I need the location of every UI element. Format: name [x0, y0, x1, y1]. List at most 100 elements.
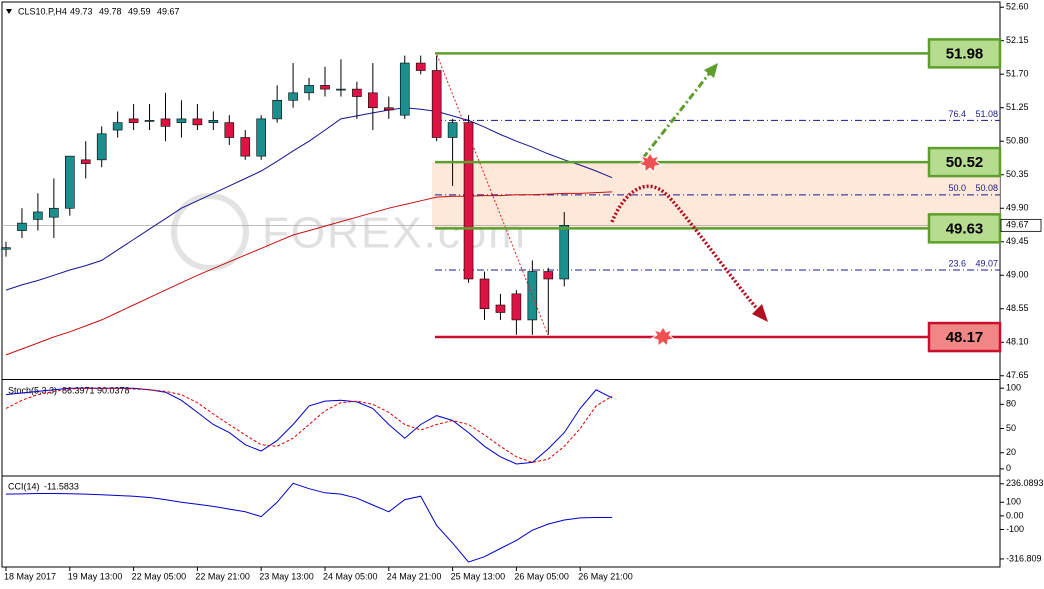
candle-body [336, 88, 346, 91]
x-tick-label: 23 May 13:00 [259, 571, 314, 581]
level-box [927, 213, 1002, 244]
candle-body [352, 88, 362, 97]
indicator-line [5, 107, 613, 291]
indicator-line [5, 387, 613, 465]
y-tick-label: 49.45 [1006, 236, 1029, 246]
candle-body [49, 207, 59, 218]
level-box [927, 146, 1002, 178]
fib-ratio: 50.0 [948, 183, 966, 193]
level-label: 48.17 [946, 329, 984, 346]
candle-body [495, 304, 506, 313]
candle-body [383, 107, 394, 111]
candle-body [1, 247, 11, 250]
candle-body [447, 122, 458, 138]
y-tick-label: 0.00 [1006, 510, 1024, 520]
candle-body [431, 70, 442, 138]
candle-body [543, 271, 554, 280]
y-tick-label: 52.60 [1006, 2, 1029, 12]
fib-ratio: 76.4 [948, 109, 966, 119]
price-box [1000, 218, 1042, 232]
panel-value: 49.78 [99, 6, 122, 16]
candle-body [463, 122, 474, 280]
indicator-line [5, 482, 613, 563]
y-tick-label: 236.0893 [1006, 478, 1044, 488]
candle-body [479, 278, 490, 310]
y-tick-label: 100 [1006, 497, 1021, 507]
candle-body [415, 62, 426, 71]
fib-ratio: 23.6 [948, 258, 966, 268]
level-box [927, 321, 1002, 353]
y-tick-label: 20 [1006, 447, 1016, 457]
candle-body [304, 85, 314, 94]
up-arrow-head [704, 63, 718, 78]
y-tick-label: 52.15 [1006, 35, 1029, 45]
x-tick-label: 24 May 21:00 [387, 571, 442, 581]
x-tick-label: 26 May 05:00 [514, 571, 569, 581]
candle-body [192, 118, 203, 126]
panel-value: 86.3971 [62, 385, 95, 395]
y-tick-label: 47.65 [1006, 370, 1029, 380]
indicator-line [5, 387, 613, 463]
candle-body [511, 293, 522, 321]
candle-body [527, 271, 538, 321]
y-tick-label: 50 [1006, 423, 1016, 433]
level-label: 51.98 [946, 45, 984, 62]
watermark-logo [171, 193, 249, 271]
fib-price: 50.08 [975, 183, 998, 193]
candle-body [65, 155, 75, 209]
x-tick-label: 19 May 13:00 [68, 571, 123, 581]
menu-triangle [6, 9, 12, 14]
x-tick-label: 22 May 21:00 [195, 571, 250, 581]
y-tick-label: 49.00 [1006, 270, 1029, 280]
y-tick-label: 80 [1006, 399, 1016, 409]
candle-body [17, 222, 27, 231]
candle-body [368, 92, 378, 109]
candle-body [208, 120, 219, 123]
candle-body [559, 225, 570, 280]
price-label: 49.67 [1006, 220, 1029, 230]
y-tick-label: -316.809 [1006, 553, 1042, 563]
candle-body [240, 137, 251, 157]
y-tick-label: 51.25 [1006, 102, 1029, 112]
candle-body [160, 118, 171, 127]
indicator-line [5, 191, 613, 356]
candle-body [176, 118, 187, 123]
panel-title: CLS10.P,H4 [18, 6, 67, 16]
y-tick-label: -100 [1006, 524, 1024, 534]
candle-body [80, 159, 91, 164]
y-tick-label: 100 [1006, 383, 1021, 393]
back-layer: 76.4 51.08 50.0 50.08 23.6 49.07 [1, 55, 1000, 356]
level-box [927, 38, 1002, 69]
candle-body [256, 118, 267, 157]
candle-body [399, 62, 410, 116]
x-tick-label: 24 May 05:00 [323, 571, 378, 581]
y-tick-label: 50.35 [1006, 169, 1029, 179]
candle-body [144, 120, 155, 122]
panel-value: 49.67 [157, 6, 180, 16]
x-tick-label: 26 May 21:00 [578, 571, 633, 581]
level-label: 50.52 [946, 154, 984, 171]
candle-body [128, 118, 139, 123]
candle-body [112, 122, 123, 131]
y-tick-label: 48.10 [1006, 337, 1029, 347]
panel-value: -11.5833 [44, 481, 79, 491]
burst [650, 326, 676, 348]
candle-body [320, 85, 330, 90]
y-tick-label: 50.80 [1006, 136, 1029, 146]
candle-body [224, 122, 235, 138]
y-tick-label: 0 [1006, 463, 1011, 473]
panel-title: CCI(14) [8, 481, 40, 491]
y-tick-label: 48.55 [1006, 303, 1029, 313]
y-tick-label: 51.70 [1006, 69, 1029, 79]
panel-value: 49.73 [70, 6, 93, 16]
candle-body [288, 92, 298, 101]
fib-price: 49.07 [975, 258, 998, 268]
fib-price: 51.08 [975, 109, 998, 119]
panel-value: 49.59 [128, 6, 151, 16]
plot-frame [1, 1, 1001, 568]
candle-body [96, 133, 107, 161]
x-tick-label: 25 May 13:00 [451, 571, 506, 581]
panel-value: 90.0378 [97, 385, 130, 395]
